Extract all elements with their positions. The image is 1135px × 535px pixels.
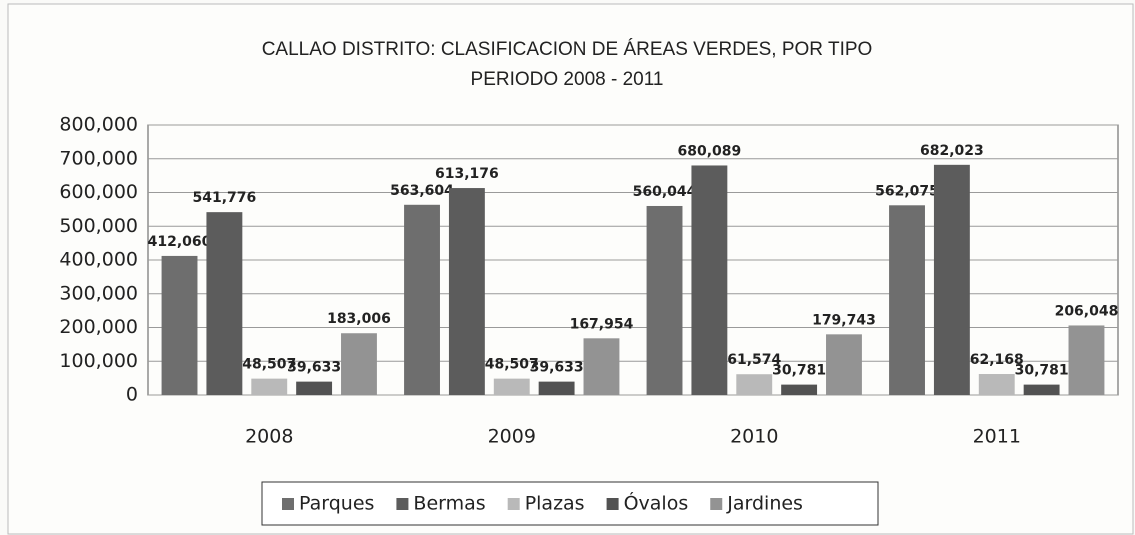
chart-subtitle: PERIODO 2008 - 2011 [471, 69, 664, 90]
value-label: 30,781 [772, 363, 826, 379]
value-label: 183,006 [327, 311, 391, 327]
chart-title: CALLAO DISTRITO: CLASIFICACION DE ÁREAS … [262, 39, 873, 60]
y-tick-label: 700,000 [59, 147, 138, 169]
bar [583, 338, 620, 395]
bar [206, 212, 243, 395]
value-label: 39,633 [287, 360, 341, 376]
legend-swatch [282, 498, 294, 510]
bar [1068, 325, 1105, 395]
y-tick-label: 100,000 [59, 350, 138, 372]
bar [736, 374, 773, 395]
value-label: 179,743 [812, 312, 876, 328]
bar [691, 165, 728, 395]
value-label: 562,075 [875, 183, 939, 199]
bar [448, 188, 485, 395]
y-tick-label: 500,000 [59, 215, 138, 237]
value-label: 30,781 [1015, 363, 1069, 379]
value-label: 61,574 [727, 352, 781, 368]
bar [251, 378, 288, 395]
bar [781, 384, 818, 395]
legend-swatch [396, 498, 409, 510]
legend-label: Parques [299, 493, 374, 515]
value-label: 48,507 [242, 357, 296, 373]
x-tick-label: 2011 [973, 426, 1021, 448]
legend-box [261, 481, 879, 526]
value-label: 680,089 [678, 143, 742, 159]
legend-label: Plazas [525, 493, 585, 515]
x-tick-label: 2009 [488, 426, 536, 448]
x-tick-label: 2010 [730, 426, 778, 448]
value-label: 412,060 [148, 234, 212, 250]
legend-label: Bermas [413, 493, 485, 515]
bar [538, 381, 575, 395]
value-label: 563,604 [390, 183, 454, 199]
value-label: 167,954 [570, 316, 634, 332]
value-label: 39,633 [530, 360, 584, 376]
y-tick-label: 0 [126, 384, 138, 406]
legend-swatch [710, 498, 723, 510]
legend-swatch [606, 498, 619, 510]
value-label: 541,776 [193, 190, 257, 206]
y-tick-label: 200,000 [59, 316, 138, 338]
y-tick-label: 800,000 [59, 114, 138, 136]
value-label: 560,044 [633, 184, 697, 200]
legend-label: Óvalos [624, 491, 689, 515]
value-label: 682,023 [920, 143, 984, 159]
bar [933, 164, 970, 395]
x-tick-label: 2008 [245, 426, 293, 448]
bar [493, 378, 530, 395]
value-label: 62,168 [970, 352, 1024, 368]
bar [889, 205, 925, 395]
y-tick-label: 600,000 [59, 181, 138, 203]
y-tick-label: 400,000 [59, 249, 138, 271]
bar [404, 204, 440, 395]
bar [296, 381, 333, 395]
bar [341, 333, 377, 395]
legend-label: Jardines [726, 493, 803, 515]
legend-swatch [507, 498, 520, 510]
bar [1023, 384, 1060, 395]
bar [978, 374, 1015, 395]
value-label: 48,507 [485, 357, 539, 373]
y-tick-label: 300,000 [59, 282, 138, 304]
bar [161, 255, 198, 395]
value-label: 613,176 [435, 166, 499, 182]
bar [826, 334, 862, 395]
value-label: 206,048 [1055, 303, 1119, 319]
bar [646, 205, 683, 395]
